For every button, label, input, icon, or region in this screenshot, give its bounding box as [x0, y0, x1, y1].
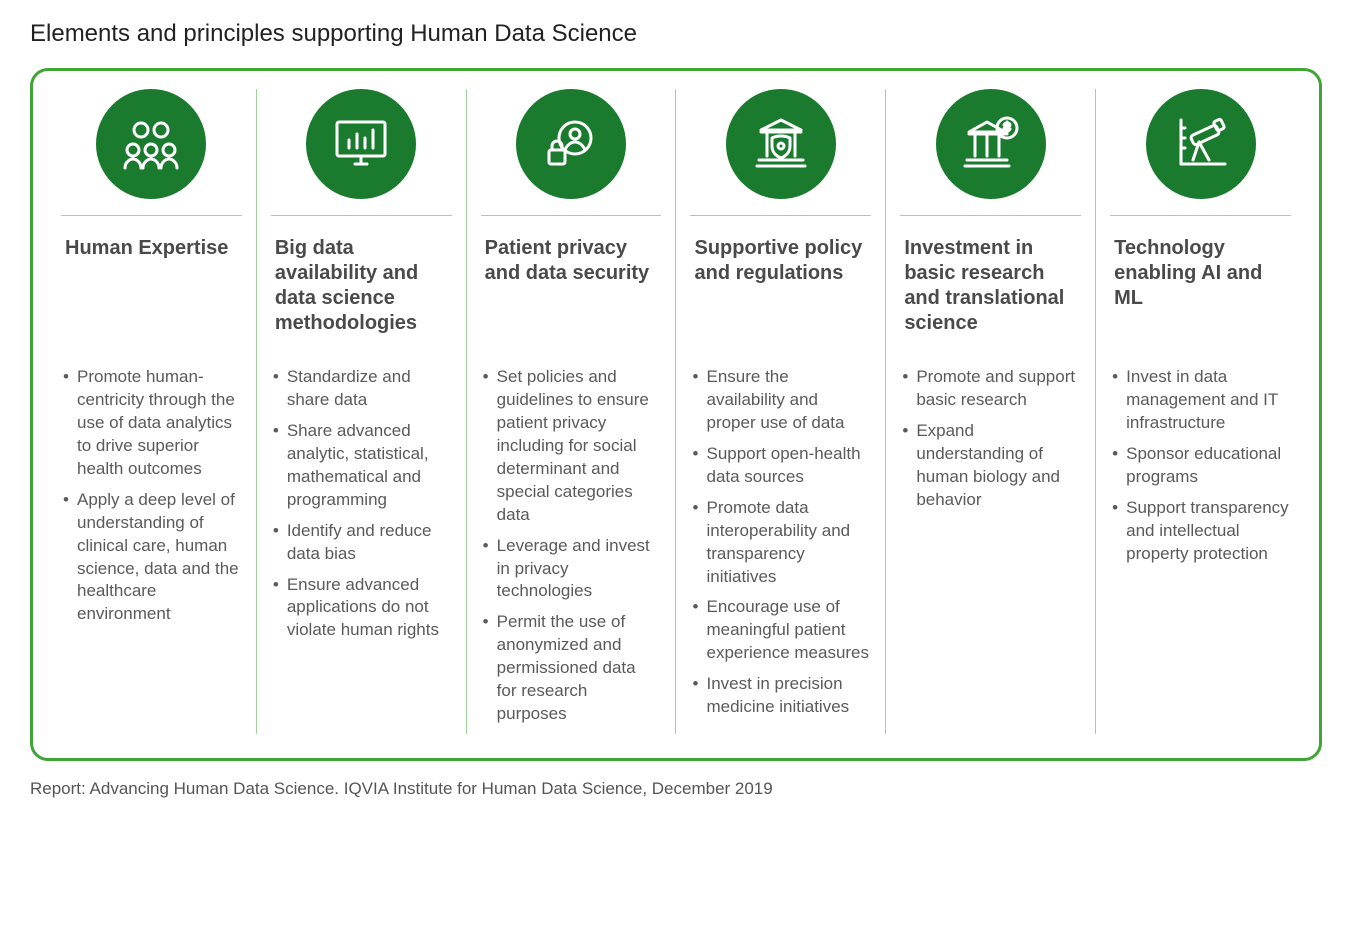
- column-title: Human Expertise: [61, 216, 242, 366]
- bullet-item: Identify and reduce data bias: [273, 520, 450, 566]
- bullet-item: Promote human-centricity through the use…: [63, 366, 240, 481]
- bullet-item: Set policies and guidelines to ensure pa…: [483, 366, 660, 527]
- icon-wrap: [1110, 89, 1291, 216]
- column-0: Human ExpertisePromote human-centricity …: [47, 89, 257, 734]
- bullet-item: Share advanced analytic, statistical, ma…: [273, 420, 450, 512]
- bullet-item: Ensure advanced applications do not viol…: [273, 574, 450, 643]
- bullet-item: Standardize and share data: [273, 366, 450, 412]
- bank-dollar-icon: [936, 89, 1046, 199]
- bullet-list: Invest in data management and IT infrast…: [1110, 366, 1291, 574]
- bullet-list: Standardize and share data Share advanced…: [271, 366, 452, 650]
- bullet-item: Permit the use of anonymized and permiss…: [483, 611, 660, 726]
- icon-wrap: [690, 89, 871, 216]
- column-3: Supportive policy and regulationsEnsure …: [676, 89, 886, 734]
- page-title: Elements and principles supporting Human…: [30, 20, 1322, 48]
- column-1: Big data availability and data science m…: [257, 89, 467, 734]
- column-title: Technology enabling AI and ML: [1110, 216, 1291, 366]
- bullet-list: Ensure the availability and proper use o…: [690, 366, 871, 727]
- bullet-item: Invest in data management and IT infrast…: [1112, 366, 1289, 435]
- people-icon: [96, 89, 206, 199]
- govt-shield-icon: [726, 89, 836, 199]
- icon-wrap: [900, 89, 1081, 216]
- telescope-chart-icon: [1146, 89, 1256, 199]
- monitor-chart-icon: [306, 89, 416, 199]
- bullet-item: Encourage use of meaningful patient expe…: [692, 596, 869, 665]
- bullet-item: Expand understanding of human biology an…: [902, 420, 1079, 512]
- bullet-list: Promote human-centricity through the use…: [61, 366, 242, 634]
- icon-wrap: [271, 89, 452, 216]
- icon-wrap: [481, 89, 662, 216]
- bullet-list: Set policies and guidelines to ensure pa…: [481, 366, 662, 734]
- bullet-item: Apply a deep level of understanding of c…: [63, 489, 240, 627]
- report-source: Report: Advancing Human Data Science. IQ…: [30, 779, 1322, 799]
- column-title: Patient privacy and data security: [481, 216, 662, 366]
- bullet-item: Leverage and invest in privacy technolog…: [483, 535, 660, 604]
- bullet-item: Invest in precision medicine initiatives: [692, 673, 869, 719]
- column-title: Supportive policy and regulations: [690, 216, 871, 366]
- elements-panel: Human ExpertisePromote human-centricity …: [30, 68, 1322, 761]
- bullet-item: Sponsor educational programs: [1112, 443, 1289, 489]
- column-5: Technology enabling AI and MLInvest in d…: [1096, 89, 1305, 734]
- column-title: Investment in basic research and transla…: [900, 216, 1081, 366]
- bullet-item: Promote data interoperability and transp…: [692, 497, 869, 589]
- bullet-item: Promote and support basic research: [902, 366, 1079, 412]
- bullet-item: Ensure the availability and proper use o…: [692, 366, 869, 435]
- bullet-item: Support transparency and intellectual pr…: [1112, 497, 1289, 566]
- icon-wrap: [61, 89, 242, 216]
- column-title: Big data availability and data science m…: [271, 216, 452, 366]
- bullet-item: Support open-health data sources: [692, 443, 869, 489]
- lock-person-icon: [516, 89, 626, 199]
- column-4: Investment in basic research and transla…: [886, 89, 1096, 734]
- bullet-list: Promote and support basic research Expand…: [900, 366, 1081, 520]
- column-2: Patient privacy and data securitySet pol…: [467, 89, 677, 734]
